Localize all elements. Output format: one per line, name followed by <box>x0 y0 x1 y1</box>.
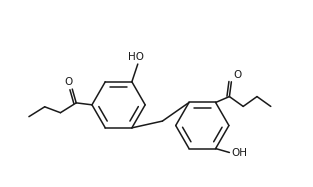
Text: OH: OH <box>231 148 247 158</box>
Text: O: O <box>233 70 241 80</box>
Text: HO: HO <box>128 52 144 62</box>
Text: O: O <box>64 77 72 87</box>
